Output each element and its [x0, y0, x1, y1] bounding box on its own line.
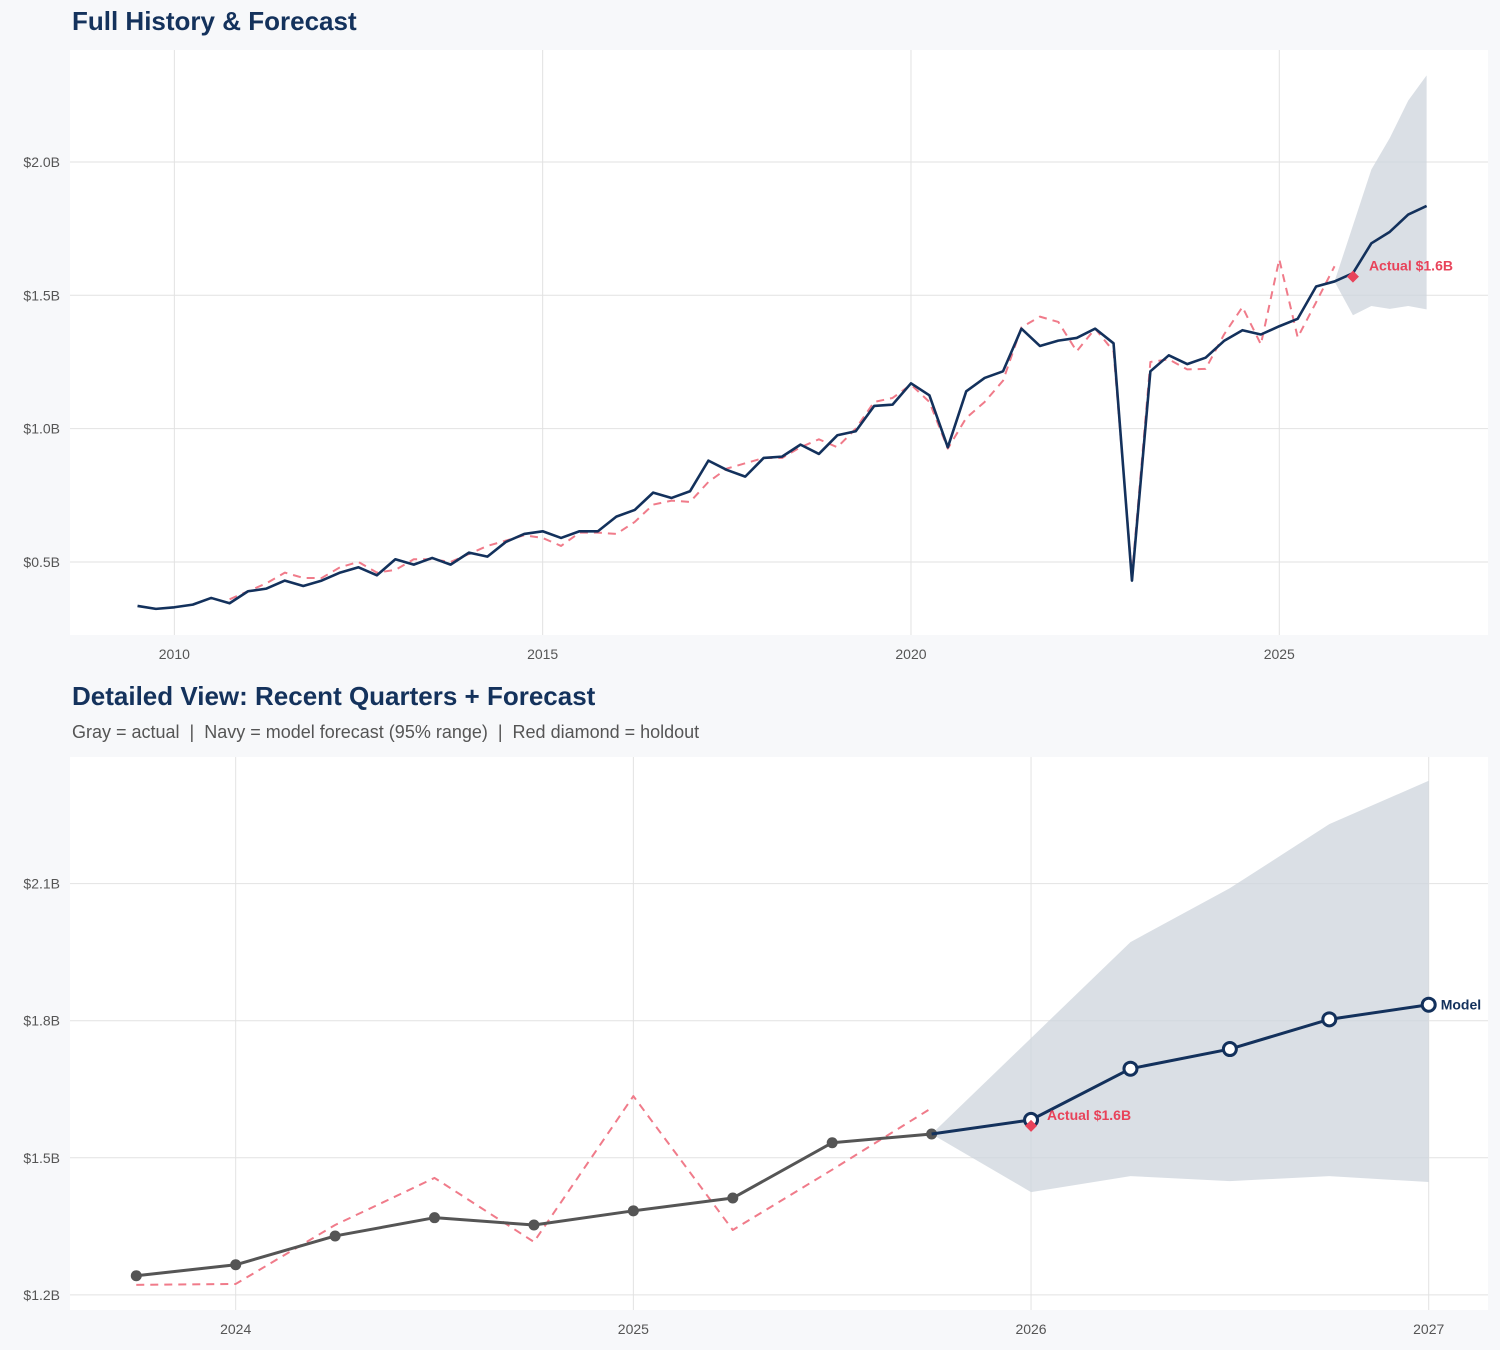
x-tick-label: 2025 [1264, 646, 1295, 662]
model-label: Model [1441, 997, 1481, 1013]
forecast-point [1221, 1041, 1238, 1058]
y-tick-label: $1.5B [23, 1150, 60, 1166]
actual-point [329, 1230, 341, 1242]
actual-point [727, 1192, 739, 1204]
actual-point [429, 1212, 441, 1224]
y-tick-label: $1.0B [23, 421, 60, 437]
y-tick-label: $2.1B [23, 876, 60, 892]
y-tick-label: $2.0B [23, 154, 60, 170]
y-tick-label: $1.2B [23, 1287, 60, 1303]
x-tick-label: 2026 [1015, 1321, 1046, 1337]
actual-point [130, 1270, 142, 1282]
holdout-label: Actual $1.6B [1369, 258, 1453, 274]
chart-subtitle-detailed-view: Gray = actual | Navy = model forecast (9… [72, 722, 700, 742]
actual-point [528, 1219, 540, 1231]
actual-point [627, 1205, 639, 1217]
y-tick-label: $1.5B [23, 287, 60, 303]
x-tick-label: 2015 [527, 646, 558, 662]
forecast-point [1122, 1060, 1139, 1077]
forecast-series-line [931, 1003, 1429, 1136]
x-tick-label: 2025 [618, 1321, 649, 1337]
forecast-point [1420, 996, 1437, 1013]
forecast-point [1321, 1011, 1338, 1028]
solid-series-line [137, 204, 1428, 611]
chart-title-detailed-view: Detailed View: Recent Quarters + Forecas… [72, 681, 596, 711]
chart-1: $1.2B $1.5B $1.8B $2.1B 2024 2025 2026 2027 Mode… [23, 757, 1488, 1337]
x-tick-label: 2027 [1413, 1321, 1444, 1337]
dashed-series-line [229, 258, 1336, 601]
chart-title-full-history: Full History & Forecast [72, 6, 357, 36]
holdout-diamond [1346, 270, 1359, 283]
y-tick-label: $1.8B [23, 1013, 60, 1029]
x-tick-label: 2010 [159, 646, 190, 662]
holdout-label: Actual $1.6B [1047, 1107, 1131, 1123]
y-tick-label: $0.5B [23, 554, 60, 570]
x-tick-label: 2024 [220, 1321, 251, 1337]
chart-0: $0.5B $1.0B $1.5B $2.0B 2010 2015 2020 2025 Actu… [23, 50, 1488, 662]
actual-point [826, 1137, 838, 1149]
confidence-band [1334, 75, 1427, 316]
actual-point [230, 1259, 242, 1271]
holdout-diamond [1025, 1119, 1038, 1132]
x-tick-label: 2020 [895, 646, 926, 662]
confidence-band [931, 780, 1429, 1193]
plot-area [70, 50, 1488, 635]
